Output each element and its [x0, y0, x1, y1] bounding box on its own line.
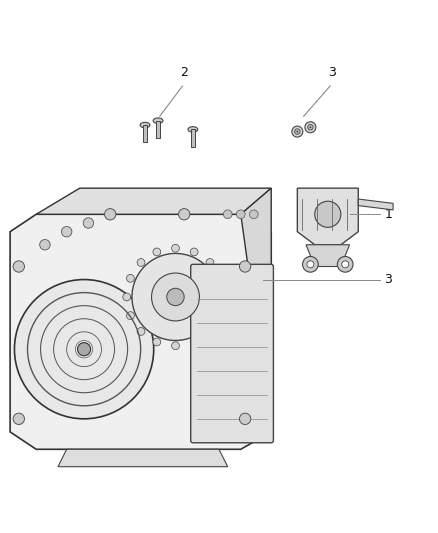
Circle shape [137, 327, 145, 335]
Circle shape [132, 254, 219, 341]
Circle shape [307, 125, 313, 130]
Circle shape [315, 201, 341, 228]
Circle shape [153, 338, 161, 346]
Ellipse shape [140, 123, 150, 128]
Text: 3: 3 [328, 66, 336, 79]
Circle shape [220, 293, 228, 301]
Circle shape [40, 239, 50, 250]
Polygon shape [241, 188, 271, 432]
Circle shape [253, 276, 263, 285]
Polygon shape [58, 449, 228, 467]
Text: 3: 3 [385, 273, 392, 286]
Polygon shape [358, 199, 393, 210]
Circle shape [243, 275, 247, 280]
Polygon shape [297, 188, 358, 245]
Circle shape [305, 122, 316, 133]
Circle shape [152, 273, 199, 321]
Circle shape [244, 277, 246, 278]
Circle shape [190, 248, 198, 256]
Circle shape [256, 278, 261, 283]
Polygon shape [10, 214, 271, 449]
Circle shape [137, 259, 145, 266]
Circle shape [127, 312, 134, 320]
Circle shape [240, 272, 250, 282]
Polygon shape [36, 188, 271, 214]
FancyBboxPatch shape [191, 264, 273, 443]
Circle shape [172, 342, 180, 350]
Circle shape [240, 261, 251, 272]
Circle shape [240, 413, 251, 424]
Circle shape [303, 256, 318, 272]
Ellipse shape [153, 118, 163, 124]
Text: 1: 1 [385, 208, 392, 221]
Circle shape [342, 261, 349, 268]
Circle shape [206, 327, 214, 335]
Circle shape [258, 280, 259, 281]
Circle shape [13, 261, 25, 272]
Circle shape [190, 338, 198, 346]
Circle shape [310, 126, 311, 128]
Circle shape [295, 129, 300, 134]
Circle shape [179, 208, 190, 220]
Circle shape [206, 259, 214, 266]
Circle shape [14, 279, 154, 419]
Circle shape [13, 413, 25, 424]
Circle shape [307, 261, 314, 268]
Bar [156, 120, 160, 138]
Circle shape [250, 210, 258, 219]
Circle shape [223, 210, 232, 219]
Circle shape [123, 293, 131, 301]
Circle shape [337, 256, 353, 272]
Circle shape [292, 126, 303, 137]
Circle shape [83, 218, 94, 228]
Polygon shape [306, 245, 350, 266]
Circle shape [78, 343, 91, 356]
Text: 2: 2 [180, 66, 188, 79]
Bar [143, 125, 147, 142]
Bar [191, 130, 195, 147]
Circle shape [153, 248, 161, 256]
Circle shape [217, 274, 224, 282]
Circle shape [167, 288, 184, 305]
Circle shape [172, 244, 180, 252]
Circle shape [237, 210, 245, 219]
Circle shape [297, 131, 298, 133]
Ellipse shape [188, 127, 198, 132]
Circle shape [61, 227, 72, 237]
Circle shape [217, 312, 224, 320]
Circle shape [127, 274, 134, 282]
Circle shape [105, 208, 116, 220]
